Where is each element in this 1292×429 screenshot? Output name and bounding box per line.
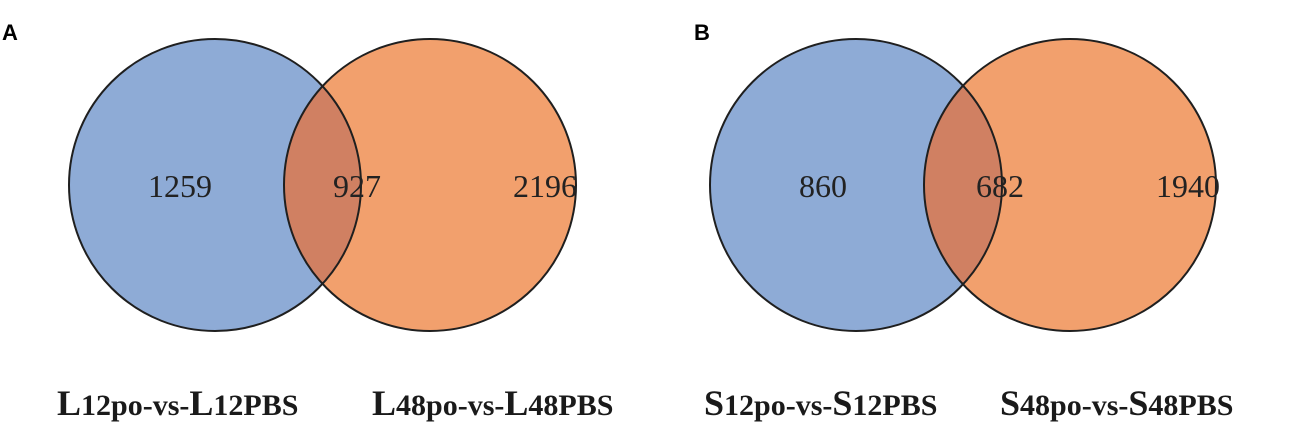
venn-b-right-circle: [924, 39, 1216, 331]
venn-b-left-circle: [710, 39, 1002, 331]
label-lead: S: [1000, 383, 1020, 423]
label-lead: S: [704, 383, 724, 423]
label-lead-2: L: [189, 383, 213, 423]
venn-a: 1259 927 2196 L12po-vs-L12PBS L48po-vs-L…: [57, 38, 613, 423]
label-rest-2: 12PBS: [852, 389, 937, 422]
venn-a-left-outline: [68, 38, 362, 332]
label-rest: 48po-vs-: [396, 389, 504, 422]
label-lead-2: S: [832, 383, 852, 423]
venn-a-right-set-label: L48po-vs-L48PBS: [372, 383, 613, 423]
venn-b-right-outline: [923, 38, 1217, 332]
label-rest: 12po-vs-: [81, 389, 189, 422]
label-rest-2: 12PBS: [213, 389, 298, 422]
venn-a-overlap-count: 927: [333, 168, 381, 204]
venn-b-left-outline: [709, 38, 1003, 332]
venn-b-right-set-label: S48po-vs-S48PBS: [1000, 383, 1233, 423]
venn-a-left-set-label: L12po-vs-L12PBS: [57, 383, 298, 423]
label-rest: 48po-vs-: [1020, 389, 1128, 422]
venn-b: 860 682 1940 S12po-vs-S12PBS S48po-vs-S4…: [704, 38, 1233, 423]
venn-b-left-count: 860: [799, 168, 847, 204]
label-rest-2: 48PBS: [1148, 389, 1233, 422]
label-rest: 12po-vs-: [724, 389, 832, 422]
panel-b-letter: B: [694, 20, 710, 45]
venn-a-right-outline: [283, 38, 577, 332]
label-lead: L: [372, 383, 396, 423]
label-lead-2: S: [1128, 383, 1148, 423]
label-rest-2: 48PBS: [528, 389, 613, 422]
venn-b-right-count: 1940: [1156, 168, 1220, 204]
venn-b-overlap-count: 682: [976, 168, 1024, 204]
venn-a-right-count: 2196: [513, 168, 577, 204]
venn-a-left-count: 1259: [148, 168, 212, 204]
panel-a-letter: A: [2, 20, 18, 45]
label-lead: L: [57, 383, 81, 423]
venn-a-right-circle: [284, 39, 576, 331]
label-lead-2: L: [504, 383, 528, 423]
venn-a-left-circle: [69, 39, 361, 331]
venn-b-left-set-label: S12po-vs-S12PBS: [704, 383, 937, 423]
